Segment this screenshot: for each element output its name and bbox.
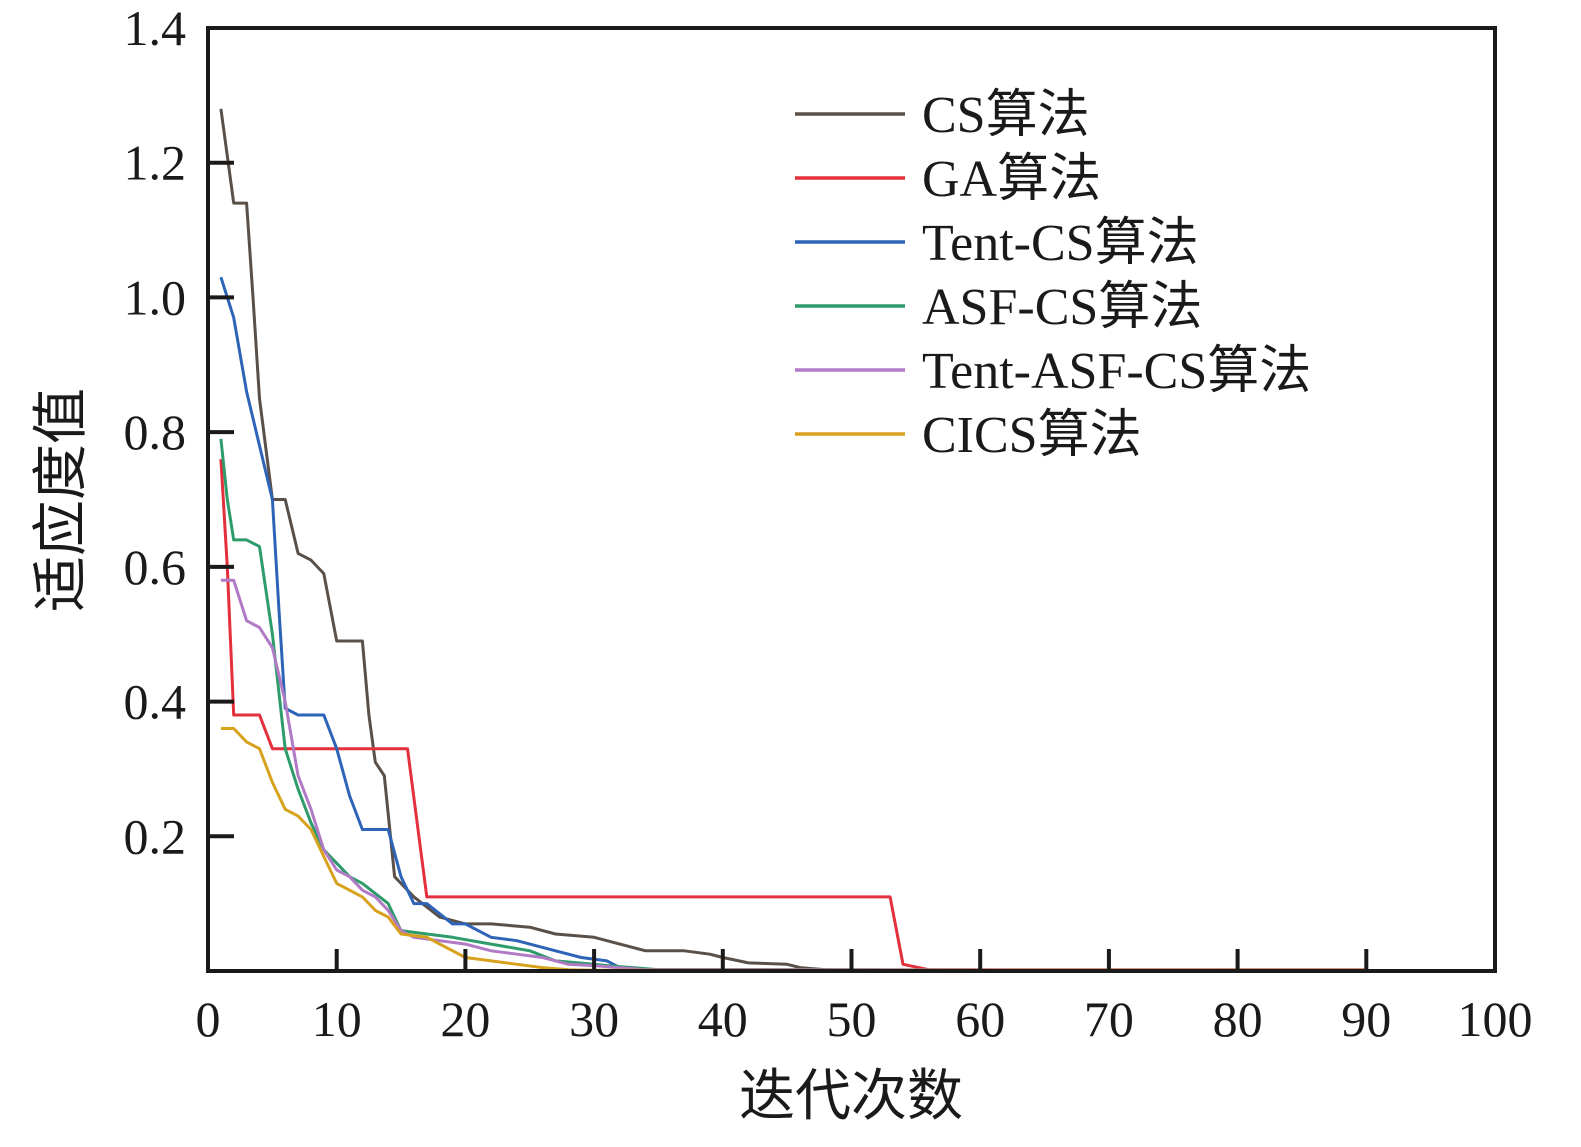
y-tick-label: 0.2	[124, 808, 187, 864]
x-tick-label: 0	[196, 991, 221, 1047]
legend: CS算法 GA算法 Tent-CS算法 ASF-CS算法 Tent-ASF-CS算法 CI…	[795, 87, 1311, 464]
series-layer	[219, 108, 1367, 972]
series-line-3	[219, 438, 1367, 972]
ticks-layer: 0 10 20 30 40 50 60 70 80 90 100 0.2 0.4 0.6 0.8 1.0 1.2…	[124, 0, 1533, 1047]
series-line-4	[220, 578, 1367, 972]
x-tick-label: 10	[312, 991, 362, 1047]
legend-label-4: Tent-ASF-CS算法	[922, 343, 1311, 400]
y-axis-title: 适应度值	[31, 388, 93, 612]
legend-label-3: ASF-CS算法	[922, 279, 1202, 336]
y-tick-label: 1.2	[124, 135, 187, 191]
x-axis-title: 迭代次数	[739, 1066, 963, 1128]
y-tick-label: 0.6	[124, 539, 187, 595]
x-tick-label: 70	[1084, 991, 1134, 1047]
legend-label-0: CS算法	[922, 87, 1090, 144]
y-tick-label: 0.8	[124, 404, 187, 460]
x-tick-label: 80	[1213, 991, 1263, 1047]
legend-label-2: Tent-CS算法	[922, 215, 1199, 272]
x-tick-label: 20	[440, 991, 490, 1047]
x-tick-label: 50	[827, 991, 877, 1047]
y-tick-label: 1.0	[124, 269, 187, 325]
series-line-1	[219, 459, 1367, 972]
x-tick-label: 30	[569, 991, 619, 1047]
series-line-5	[220, 727, 1367, 972]
x-tick-label: 90	[1341, 991, 1391, 1047]
y-tick-label: 1.4	[124, 0, 187, 56]
y-tick-label: 0.4	[124, 674, 187, 730]
x-tick-label: 100	[1458, 991, 1533, 1047]
series-line-2	[219, 276, 1367, 972]
legend-label-5: CICS算法	[922, 407, 1142, 464]
x-tick-label: 60	[955, 991, 1005, 1047]
x-tick-label: 40	[698, 991, 748, 1047]
plot-frame	[206, 26, 1497, 973]
legend-label-1: GA算法	[922, 151, 1101, 208]
